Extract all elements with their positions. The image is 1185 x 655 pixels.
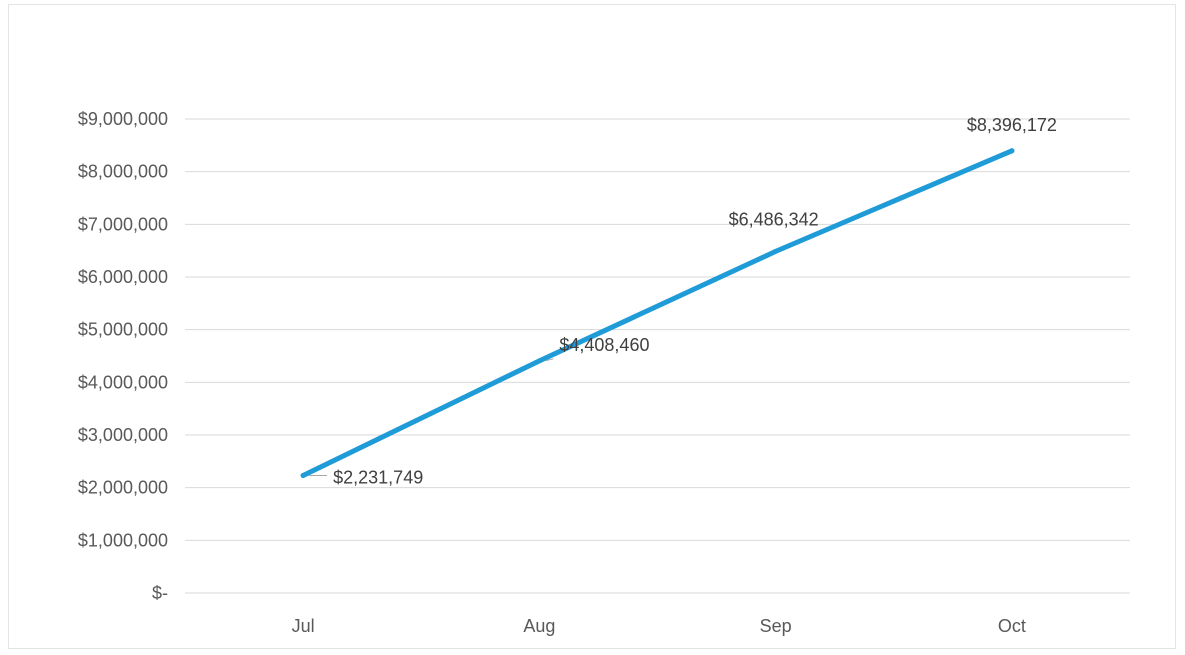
- data-label: $2,231,749: [333, 467, 423, 487]
- y-tick-label: $1,000,000: [78, 530, 168, 550]
- series-line: [300, 148, 1015, 478]
- x-tick-label: Aug: [523, 616, 555, 636]
- y-tick-label: $9,000,000: [78, 109, 168, 129]
- data-labels: $2,231,749 $4,408,460 $6,486,342 $8,396,172: [309, 115, 1057, 487]
- y-tick-label: $6,000,000: [78, 267, 168, 287]
- y-tick-label: $2,000,000: [78, 478, 168, 498]
- x-axis: Jul Aug Sep Oct: [292, 616, 1026, 636]
- y-tick-label: $-: [152, 583, 168, 603]
- series-layer: [300, 148, 1015, 478]
- data-label: $8,396,172: [967, 115, 1057, 135]
- grid-lines: [185, 118, 1130, 594]
- data-point: [300, 472, 306, 478]
- y-tick-label: $4,000,000: [78, 372, 168, 392]
- y-tick-label: $5,000,000: [78, 320, 168, 340]
- data-point: [773, 248, 779, 254]
- data-label: $4,408,460: [559, 335, 649, 355]
- y-tick-label: $3,000,000: [78, 425, 168, 445]
- y-axis: $- $1,000,000 $2,000,000 $3,000,000 $4,000,0…: [78, 109, 168, 603]
- x-tick-label: Sep: [760, 616, 792, 636]
- label-leader: [545, 358, 554, 362]
- x-tick-label: Jul: [292, 616, 315, 636]
- data-label: $6,486,342: [729, 209, 819, 229]
- y-tick-label: $8,000,000: [78, 162, 168, 182]
- y-tick-label: $7,000,000: [78, 214, 168, 234]
- chart-frame: [8, 4, 1176, 649]
- x-tick-label: Oct: [998, 616, 1026, 636]
- data-point: [536, 358, 542, 364]
- data-point: [1009, 148, 1015, 154]
